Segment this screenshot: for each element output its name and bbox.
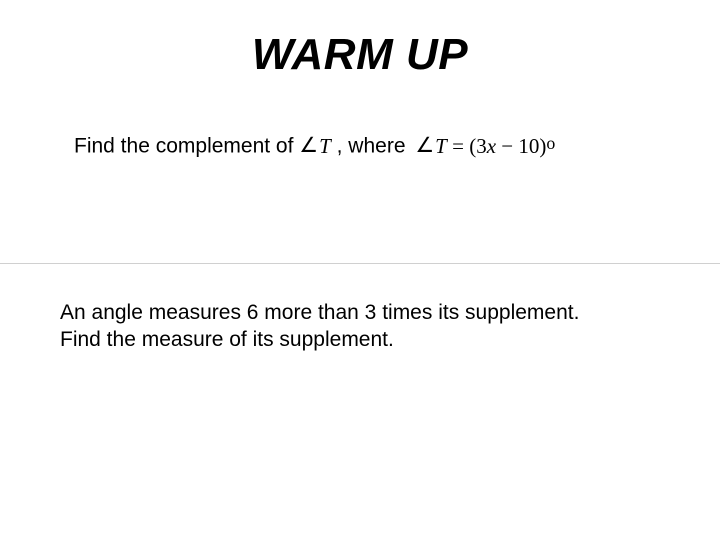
problem-2: An angle measures 6 more than 3 times it… bbox=[60, 300, 665, 354]
problem-1-middle: , where bbox=[337, 135, 412, 158]
formula-tail: − 10) bbox=[496, 134, 546, 158]
slide: { "title": "WARM UP", "problem1": { "pre… bbox=[0, 0, 720, 540]
angle-t-letter: T bbox=[319, 134, 331, 158]
slide-title: WARM UP bbox=[0, 30, 720, 80]
problem-2-line-b: Find the measure of its supplement. bbox=[60, 328, 394, 351]
formula-eq: = (3 bbox=[447, 134, 487, 158]
problem-2-line-a: An angle measures 6 more than 3 times it… bbox=[60, 301, 579, 324]
angle-t-formula: ∠T = (3x − 10)o bbox=[415, 134, 555, 159]
angle-t-symbol: ∠T bbox=[299, 134, 331, 158]
formula-var: x bbox=[487, 134, 496, 158]
problem-1-prefix: Find the complement of bbox=[74, 135, 299, 158]
horizontal-rule bbox=[0, 263, 720, 264]
degree-symbol: o bbox=[546, 133, 555, 153]
formula-lhs: T bbox=[435, 134, 447, 158]
problem-1: Find the complement of ∠T , where ∠T = (… bbox=[74, 134, 555, 159]
